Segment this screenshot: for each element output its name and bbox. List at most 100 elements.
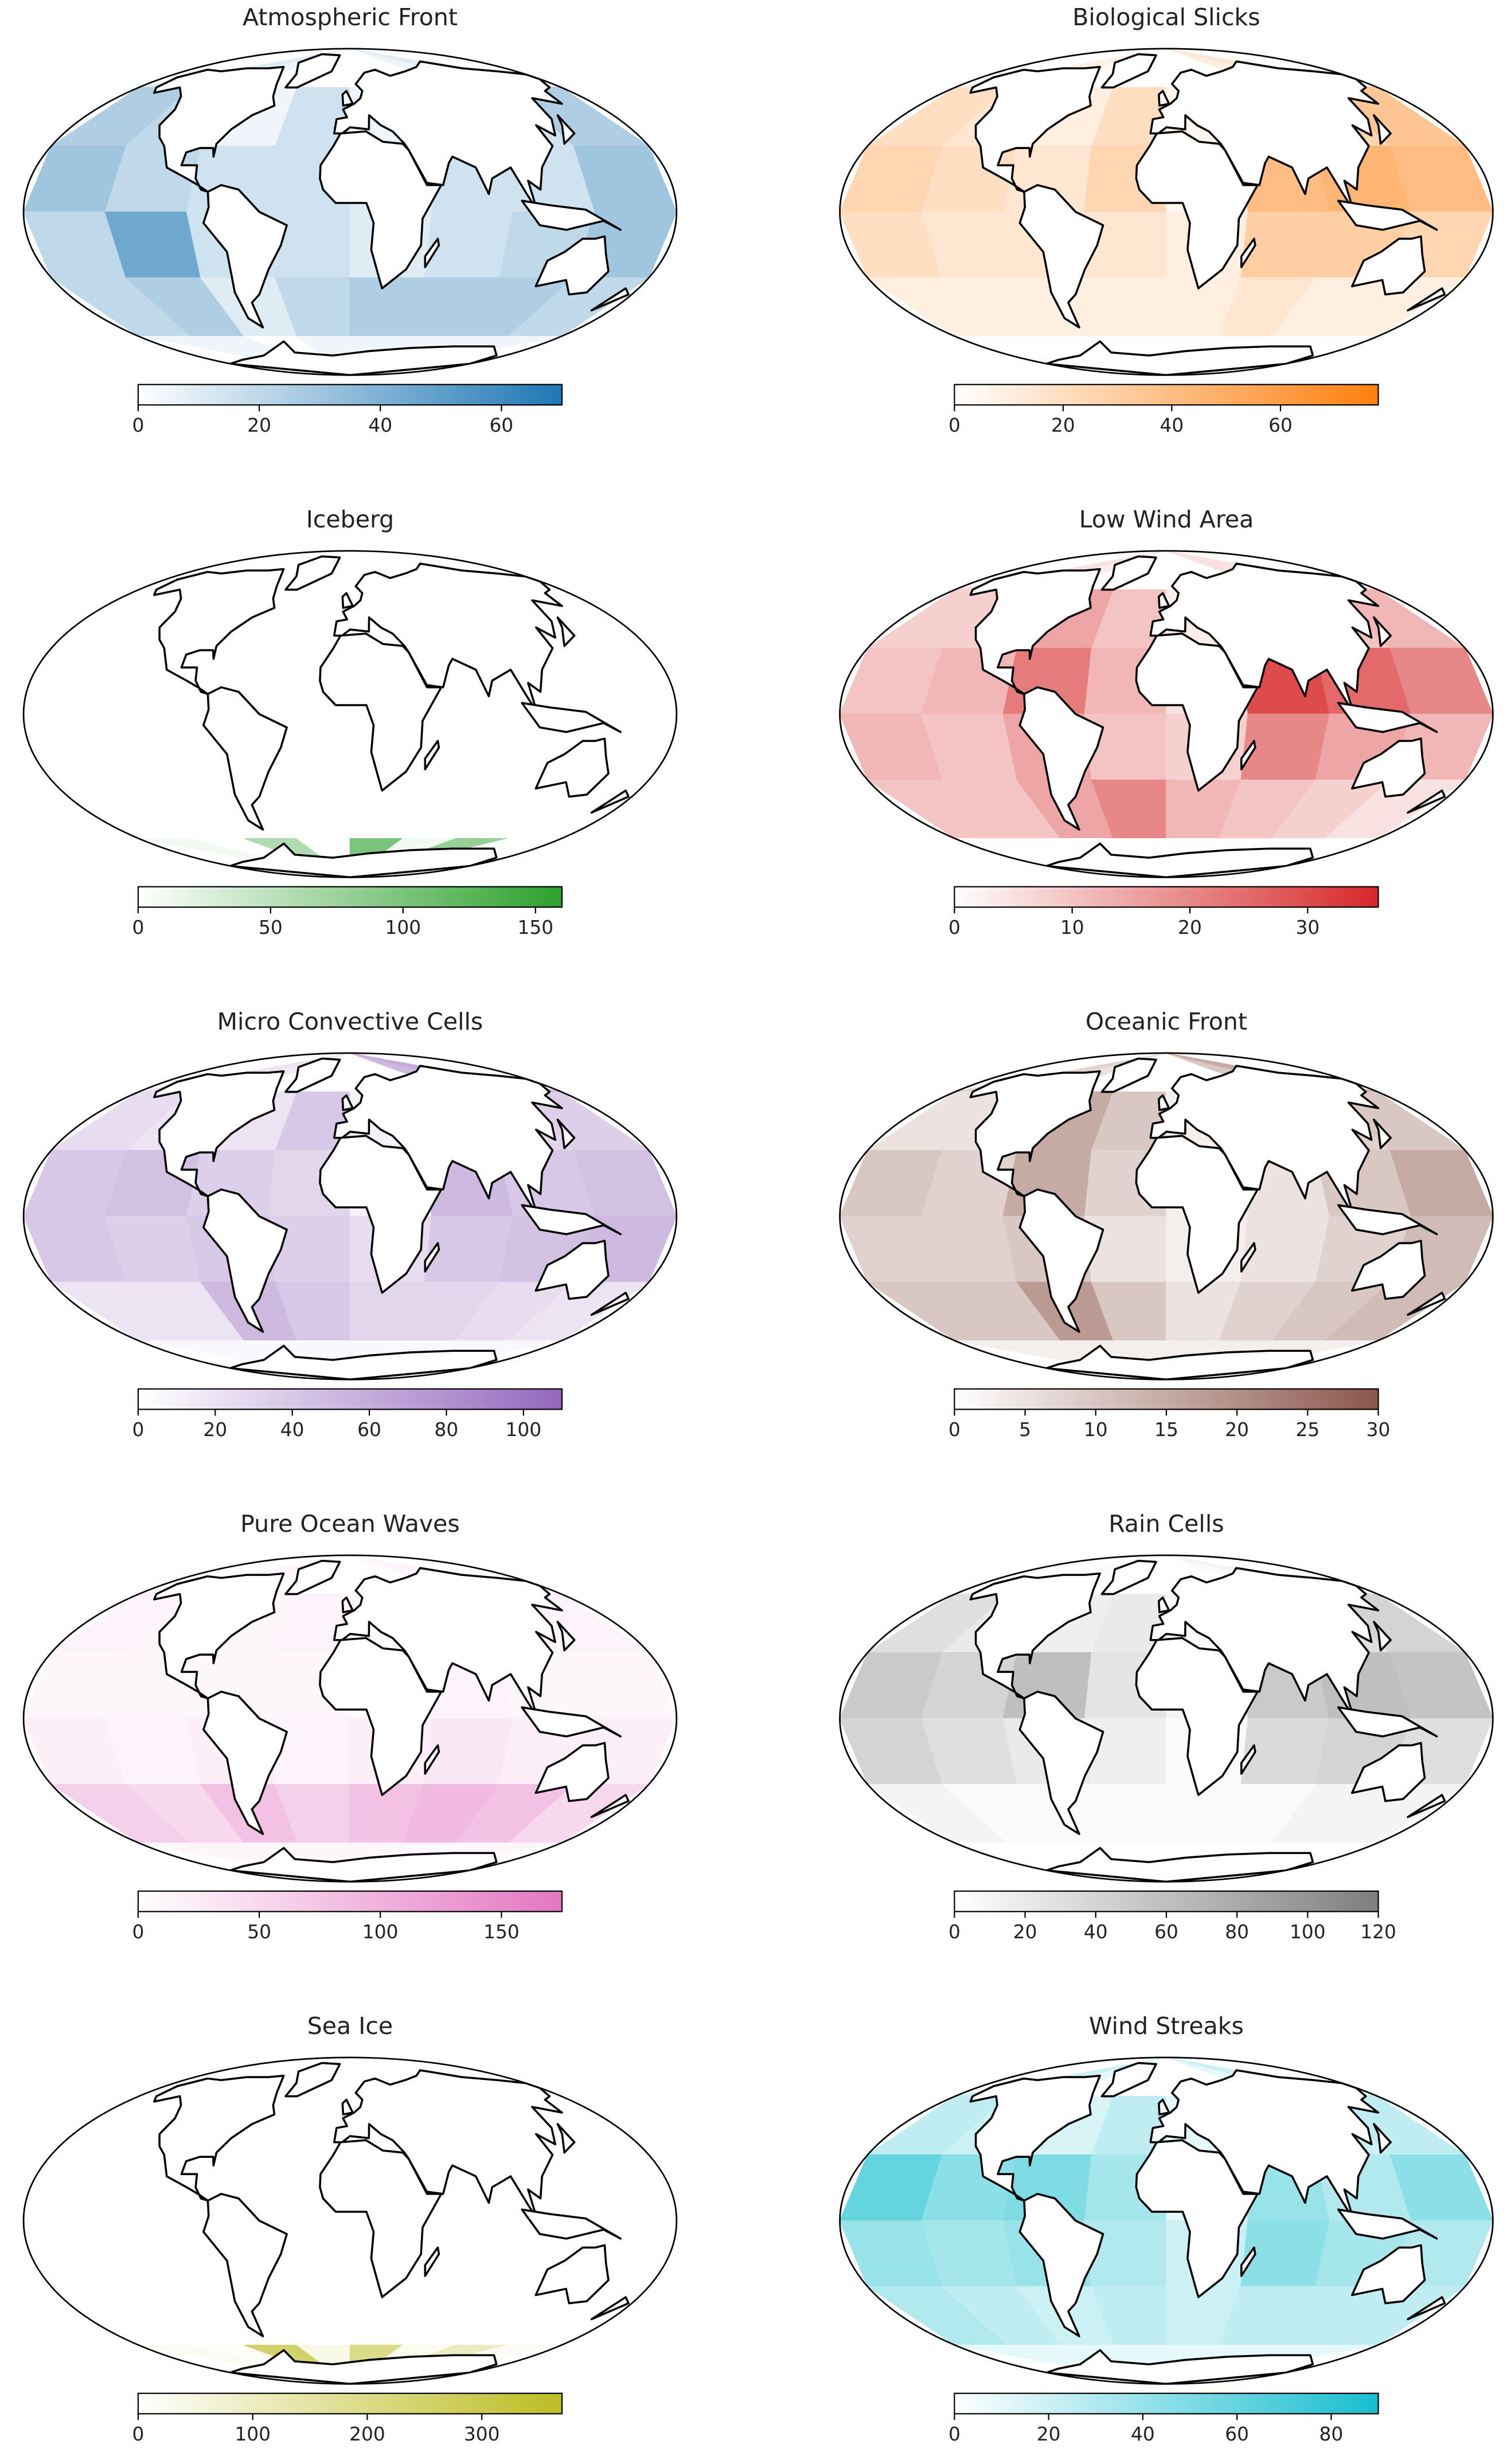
map-area (840, 2057, 1493, 2384)
coastline (590, 1292, 630, 1316)
map-outline (839, 1554, 1494, 1883)
map-panel: Micro Convective Cells 0 20 40 60 80 100 (22, 1008, 678, 1441)
colorbar-tick-label: 20 (1037, 2423, 1061, 2445)
map-outline (22, 550, 678, 878)
coastline (1158, 2098, 1170, 2116)
coastline (1135, 2139, 1259, 2298)
colorbar-tick-label: 0 (948, 414, 961, 436)
coastline (202, 1691, 288, 1835)
colorbar-tick-label: 20 (1013, 1921, 1037, 1943)
colorbar-tick-label: 20 (1051, 414, 1075, 436)
coastline (229, 1847, 498, 1882)
coastline (341, 2098, 354, 2116)
coastline (1018, 686, 1104, 831)
coastline (1135, 1637, 1259, 1796)
colorbar-tick-label: 150 (517, 917, 553, 938)
coastline (521, 1204, 622, 1235)
colorbar-tick-label: 15 (1154, 1419, 1178, 1441)
coastline (424, 237, 440, 268)
colorbar-tick-label: 60 (1225, 2423, 1249, 2445)
colorbar-tick-label: 40 (1160, 414, 1184, 436)
map-area (24, 48, 677, 376)
coastline (1337, 1706, 1438, 1738)
coastline (1135, 632, 1259, 792)
coastline (341, 1094, 354, 1112)
coastline (1407, 1794, 1446, 1818)
coastline (1351, 1239, 1426, 1300)
coastline (969, 1070, 1101, 1198)
colorbar-tick-label: 25 (1295, 1419, 1319, 1441)
coastline (202, 2193, 288, 2337)
coastline (521, 200, 622, 231)
map-panel: Biological Slicks 0 20 40 60 (839, 3, 1494, 436)
map-area (24, 550, 677, 878)
colorbar-tick-label: 60 (1268, 414, 1293, 436)
coastline (1373, 1621, 1392, 1652)
coastline (1100, 1559, 1157, 1595)
map-panel: Wind Streaks 0 20 40 60 80 (839, 2012, 1494, 2445)
colorbar-tick-label: 20 (1225, 1419, 1249, 1441)
coastline (319, 1135, 443, 1294)
map-outline (22, 2056, 678, 2385)
map-panel: Sea Ice 0 100 200 300 (22, 2012, 678, 2445)
coastline (424, 740, 440, 771)
map-area (840, 48, 1493, 376)
coastline (284, 53, 341, 89)
coastline (319, 632, 443, 792)
colorbar-tick-label: 0 (948, 1419, 961, 1441)
coastline (1407, 789, 1446, 814)
chart-title: Wind Streaks (1089, 2012, 1244, 2040)
coastline (1240, 740, 1256, 771)
coastline (534, 2244, 610, 2305)
colorbar (137, 2392, 563, 2415)
map-area (840, 1053, 1493, 1380)
coastline (534, 1239, 610, 1300)
chart-title: Atmospheric Front (243, 3, 458, 31)
coastline (284, 555, 341, 591)
colorbar-tick-label: 40 (280, 1419, 304, 1441)
colorbar-tick-label: 80 (1319, 2423, 1344, 2445)
coastline (1351, 2244, 1426, 2305)
coastline (284, 1057, 341, 1093)
coastline (534, 1742, 610, 1802)
coastline (341, 592, 354, 609)
colorbar-tick-label: 80 (1225, 1921, 1249, 1943)
colorbar-tick-label: 10 (1084, 1419, 1108, 1441)
map-panel: Iceberg 0 50 100 150 (22, 506, 678, 938)
colorbar (954, 1388, 1379, 1410)
colorbar-tick-label: 40 (1084, 1921, 1108, 1943)
coastline (1240, 1242, 1256, 1273)
colorbar (137, 1388, 563, 1410)
coastline (1337, 1204, 1438, 1235)
coastline (153, 65, 285, 193)
coastline (1351, 1742, 1426, 1802)
coastline (319, 2139, 443, 2298)
coastline (153, 568, 285, 695)
colorbar-tick-label: 120 (1360, 1921, 1396, 1943)
coastline (1351, 235, 1426, 296)
coastline (1351, 737, 1426, 798)
colorbar-tick-label: 0 (132, 1419, 144, 1441)
coastline (1240, 1744, 1256, 1775)
map-outline (22, 1052, 678, 1380)
colorbar-tick-label: 150 (483, 1921, 520, 1943)
coastline (1240, 2246, 1256, 2277)
colorbar (137, 1890, 563, 1912)
coastline (1373, 114, 1392, 145)
map-area (24, 1053, 677, 1380)
coastline (229, 1344, 498, 1380)
colorbar-tick-label: 200 (349, 2423, 385, 2445)
colorbar-tick-label: 10 (1060, 917, 1084, 938)
coastline (969, 2074, 1101, 2202)
coastline (1240, 237, 1256, 268)
coastline (1337, 200, 1438, 231)
map-area (24, 2057, 677, 2384)
coastline (1100, 53, 1157, 89)
map-area (840, 550, 1493, 878)
coastline (1373, 2123, 1392, 2154)
colorbar-tick-label: 100 (385, 917, 421, 938)
coastline (1373, 1118, 1392, 1149)
coastline (1100, 555, 1157, 591)
colorbar-tick-label: 100 (362, 1921, 399, 1943)
colorbar-tick-label: 0 (132, 2423, 144, 2445)
